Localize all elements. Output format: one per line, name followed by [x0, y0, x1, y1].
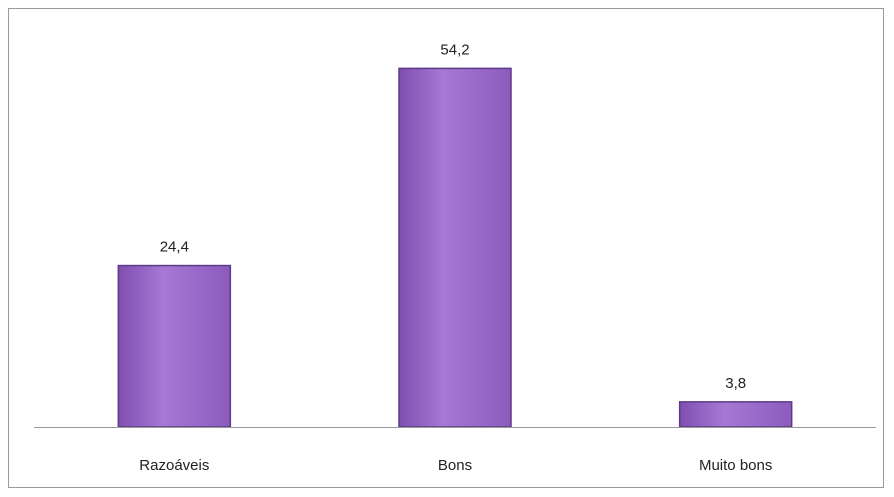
bars-group: [117, 67, 793, 428]
data-label-0: 24,4: [160, 239, 189, 256]
category-label-1: Bons: [438, 457, 472, 474]
bar-0: [117, 264, 232, 428]
data-label-2: 3,8: [725, 375, 746, 392]
bar-2: [678, 401, 793, 428]
category-label-0: Razoáveis: [139, 457, 209, 474]
bar-1: [398, 67, 512, 428]
category-label-2: Muito bons: [699, 457, 772, 474]
data-label-1: 54,2: [440, 41, 469, 58]
labels-group: 24,4 Razoáveis 54,2 Bons 3,8 Muito bons: [139, 41, 772, 474]
